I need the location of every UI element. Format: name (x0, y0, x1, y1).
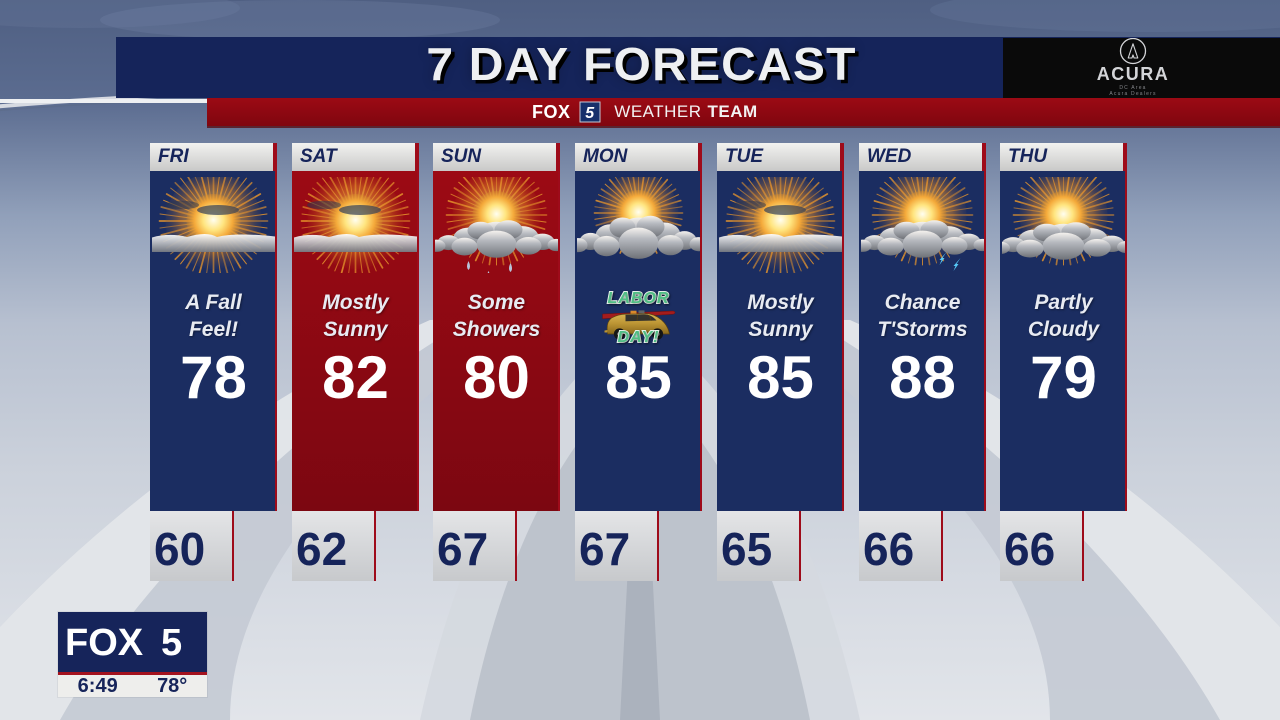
svg-text:5: 5 (161, 622, 182, 664)
svg-text:LABOR: LABOR (608, 290, 670, 307)
svg-text:ACURA: ACURA (1097, 64, 1170, 84)
svg-text:Acura Dealers: Acura Dealers (1109, 91, 1156, 97)
svg-text:5: 5 (586, 105, 596, 122)
svg-text:FOX: FOX (532, 102, 571, 122)
svg-text:FOX: FOX (65, 622, 144, 664)
